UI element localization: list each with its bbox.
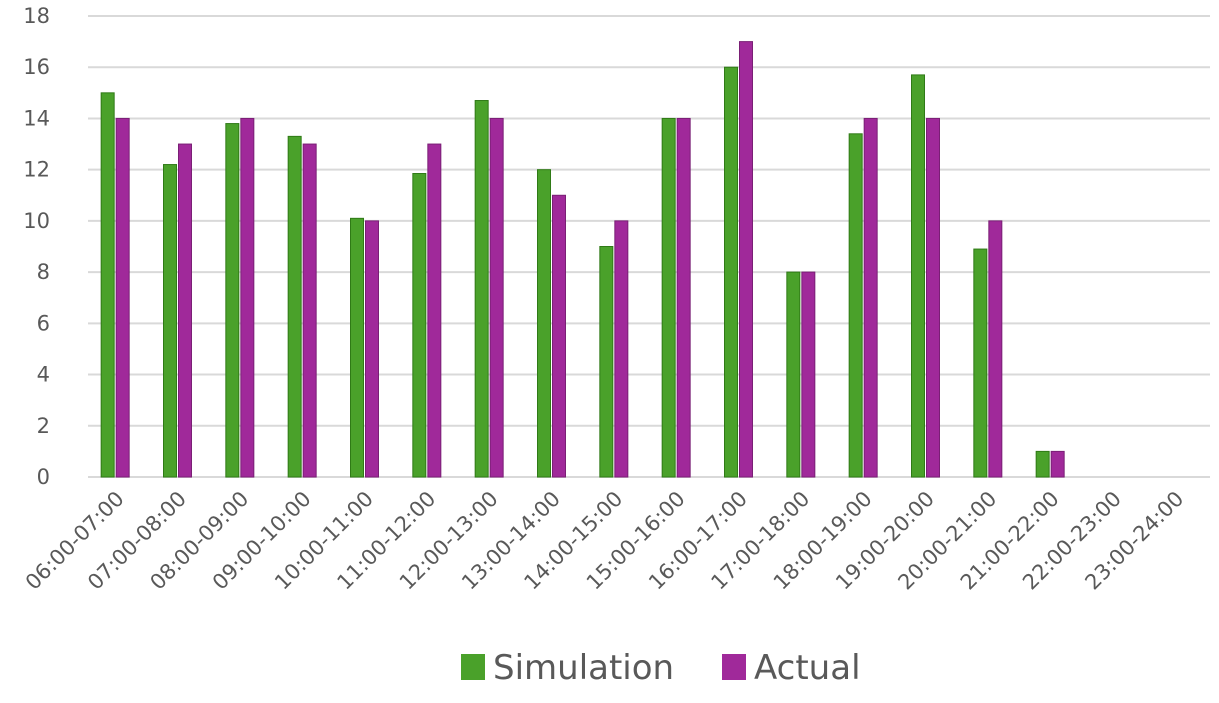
bar-simulation-17:00-18:00 bbox=[786, 271, 801, 478]
legend: Simulation Actual bbox=[461, 648, 861, 688]
legend-label-actual: Actual bbox=[754, 648, 861, 688]
bar-actual-10:00-11:00 bbox=[365, 220, 379, 478]
bar-simulation-15:00-16:00 bbox=[661, 117, 676, 478]
bar-simulation-11:00-12:00 bbox=[412, 173, 427, 478]
bar-simulation-08:00-09:00 bbox=[225, 123, 240, 478]
bar-simulation-19:00-20:00 bbox=[911, 74, 925, 478]
bar-actual-14:00-15:00 bbox=[614, 220, 629, 478]
y-tick-label: 18 bbox=[23, 4, 50, 28]
bar-actual-20:00-21:00 bbox=[988, 220, 1003, 478]
bar-simulation-13:00-14:00 bbox=[537, 169, 551, 478]
bar-simulation-14:00-15:00 bbox=[599, 246, 614, 478]
bar-simulation-06:00-07:00 bbox=[100, 92, 115, 478]
y-tick-label: 10 bbox=[23, 209, 50, 233]
y-tick-label: 12 bbox=[23, 158, 50, 182]
bar-simulation-18:00-19:00 bbox=[848, 133, 863, 478]
y-tick-label: 2 bbox=[37, 414, 50, 438]
gridlines bbox=[88, 15, 1210, 478]
bar-simulation-09:00-10:00 bbox=[287, 135, 302, 478]
y-tick-label: 6 bbox=[37, 311, 50, 335]
x-axis-ticks: 06:00-07:0007:00-08:0008:00-09:0009:00-1… bbox=[21, 487, 1189, 595]
bar-actual-21:00-22:00 bbox=[1050, 450, 1065, 478]
y-tick-label: 0 bbox=[37, 465, 50, 489]
bar-actual-13:00-14:00 bbox=[552, 194, 566, 478]
bar-simulation-12:00-13:00 bbox=[474, 100, 489, 478]
y-axis-ticks: 0 2 4 6 8 10 12 14 16 18 bbox=[23, 4, 50, 489]
bar-actual-07:00-08:00 bbox=[178, 143, 192, 478]
bar-actual-15:00-16:00 bbox=[676, 117, 691, 478]
y-tick-label: 16 bbox=[23, 55, 50, 79]
bar-actual-08:00-09:00 bbox=[240, 117, 255, 478]
bar-simulation-20:00-21:00 bbox=[973, 248, 988, 478]
bar-actual-09:00-10:00 bbox=[302, 143, 317, 478]
bar-simulation-10:00-11:00 bbox=[350, 217, 364, 478]
bar-actual-11:00-12:00 bbox=[427, 143, 442, 478]
bar-actual-06:00-07:00 bbox=[115, 117, 130, 478]
bar-actual-17:00-18:00 bbox=[801, 271, 816, 478]
bars bbox=[100, 41, 1065, 478]
bar-actual-12:00-13:00 bbox=[489, 117, 504, 478]
bar-simulation-21:00-22:00 bbox=[1035, 450, 1050, 478]
legend-swatch-actual bbox=[722, 654, 746, 680]
bar-simulation-16:00-17:00 bbox=[724, 66, 738, 478]
bar-actual-19:00-20:00 bbox=[926, 117, 940, 478]
y-tick-label: 14 bbox=[23, 106, 50, 130]
legend-swatch-simulation bbox=[461, 654, 485, 680]
bar-actual-18:00-19:00 bbox=[863, 117, 878, 478]
bar-actual-16:00-17:00 bbox=[739, 41, 753, 478]
legend-label-simulation: Simulation bbox=[493, 648, 674, 688]
y-tick-label: 4 bbox=[37, 363, 50, 387]
y-tick-label: 8 bbox=[37, 260, 50, 284]
bar-simulation-07:00-08:00 bbox=[163, 164, 177, 478]
